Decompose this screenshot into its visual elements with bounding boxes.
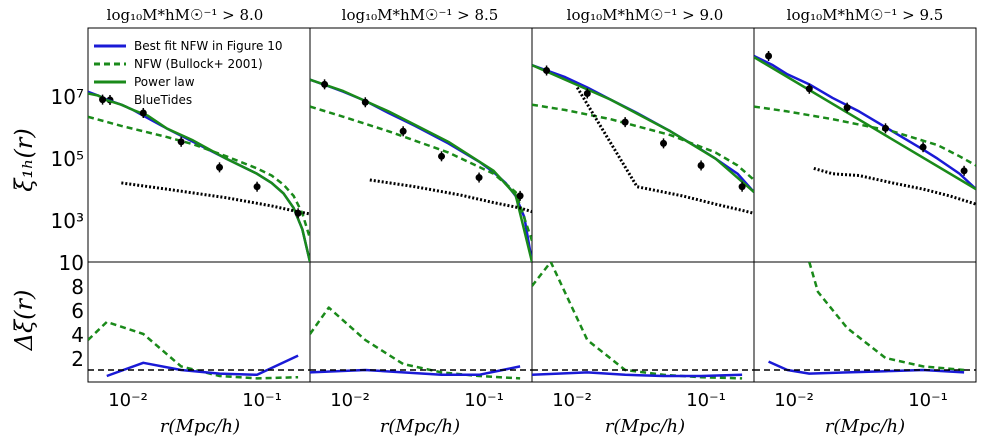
residual-nfw-bullock-2001- bbox=[532, 262, 743, 380]
series-nfw-bullock-2001- bbox=[532, 103, 754, 181]
panel-2-top-plot bbox=[310, 78, 532, 262]
series-nfw-bullock-2001- bbox=[754, 105, 976, 167]
series-nfw-bullock-2001- bbox=[88, 115, 310, 239]
residual-nfw-bullock-2001- bbox=[310, 306, 521, 380]
series-power-law bbox=[310, 78, 532, 262]
series-best-fit-nfw-in-figure-10 bbox=[310, 78, 532, 262]
top-ytick-1: 10⁷ bbox=[51, 85, 84, 109]
series-nfw-bullock-2001- bbox=[310, 105, 532, 242]
panel-4-title: log₁₀M*hM☉⁻¹ > 9.5 bbox=[787, 6, 944, 24]
bottom-y-axis-label: Δξ(r) bbox=[10, 290, 38, 352]
legend-best-fit-label: Best fit NFW in Figure 10 bbox=[134, 39, 283, 53]
xtick-4-1: 10⁻² bbox=[774, 390, 814, 411]
residual-best-fit-nfw-in-figure-10 bbox=[106, 354, 299, 378]
panel-4-bottom-frame bbox=[753, 261, 977, 383]
data-point bbox=[805, 85, 813, 93]
series-reference bbox=[813, 166, 976, 206]
series-reference bbox=[121, 181, 310, 216]
legend-item-best-fit: Best fit NFW in Figure 10 bbox=[94, 39, 283, 53]
xtick-1-2: 10⁻¹ bbox=[242, 390, 282, 411]
bottom-ytick-3: 4 bbox=[71, 323, 84, 347]
data-point bbox=[516, 192, 524, 200]
panel-4-bottom-plot bbox=[754, 262, 976, 375]
x-axis-label-2: r(Mpc/h) bbox=[380, 416, 460, 437]
data-point bbox=[99, 96, 107, 104]
legend-power-law-label: Power law bbox=[134, 75, 195, 89]
data-point bbox=[660, 139, 668, 147]
data-point bbox=[697, 161, 705, 169]
residual-best-fit-nfw-in-figure-10 bbox=[532, 371, 743, 378]
xtick-3-2: 10⁻¹ bbox=[686, 390, 726, 411]
data-point bbox=[843, 104, 851, 112]
x-axis-label-1: r(Mpc/h) bbox=[160, 416, 240, 437]
xtick-4-2: 10⁻¹ bbox=[908, 390, 948, 411]
panel-2-title: log₁₀M*hM☉⁻¹ > 8.5 bbox=[342, 6, 499, 24]
bottom-ytick-4: 2 bbox=[71, 347, 84, 371]
legend-item-nfw: NFW (Bullock+ 2001) bbox=[94, 57, 263, 71]
panel-1-bottom-plot bbox=[88, 320, 310, 380]
data-point bbox=[621, 118, 629, 126]
data-point bbox=[361, 98, 369, 106]
panel-2-bottom-plot bbox=[310, 306, 532, 380]
panel-1-bottom-frame bbox=[87, 261, 311, 383]
legend-nfw-label: NFW (Bullock+ 2001) bbox=[134, 57, 263, 71]
panel-3-title: log₁₀M*hM☉⁻¹ > 9.0 bbox=[567, 6, 724, 24]
residual-best-fit-nfw-in-figure-10 bbox=[310, 365, 521, 377]
series-power-law bbox=[88, 92, 310, 262]
series-reference bbox=[369, 178, 532, 214]
data-point bbox=[475, 174, 483, 182]
data-point bbox=[882, 124, 890, 132]
data-point bbox=[738, 183, 746, 191]
data-point bbox=[399, 127, 407, 135]
data-point bbox=[216, 163, 224, 171]
xtick-1-1: 10⁻² bbox=[108, 390, 148, 411]
series-reference bbox=[575, 86, 754, 215]
panel-3-bottom-plot bbox=[532, 262, 754, 380]
panel-4-top-frame bbox=[753, 27, 977, 263]
data-point bbox=[177, 138, 185, 146]
data-point bbox=[543, 66, 551, 74]
legend-item-power-law: Power law bbox=[94, 75, 195, 89]
panel-3-bottom-frame bbox=[531, 261, 755, 383]
data-point bbox=[253, 183, 261, 191]
panel-4-top-plot bbox=[754, 50, 976, 206]
data-point bbox=[438, 152, 446, 160]
series-best-fit-nfw-in-figure-10 bbox=[88, 90, 310, 262]
series-best-fit-nfw-in-figure-10 bbox=[754, 54, 976, 191]
residual-nfw-bullock-2001- bbox=[88, 320, 299, 380]
bottom-ytick-2: 6 bbox=[71, 299, 84, 323]
data-point bbox=[765, 52, 773, 60]
top-ytick-4: 10 bbox=[59, 251, 84, 275]
data-point bbox=[321, 80, 329, 88]
residual-best-fit-nfw-in-figure-10 bbox=[768, 360, 965, 375]
legend: Best fit NFW in Figure 10 NFW (Bullock+ … bbox=[94, 39, 283, 107]
bottom-ytick-1: 8 bbox=[71, 275, 84, 299]
panel-1-title: log₁₀M*hM☉⁻¹ > 8.0 bbox=[107, 6, 264, 24]
top-ytick-3: 10³ bbox=[51, 209, 84, 233]
series-power-law bbox=[532, 63, 754, 194]
xtick-3-1: 10⁻² bbox=[552, 390, 592, 411]
residual-nfw-bullock-2001- bbox=[808, 262, 965, 372]
data-point bbox=[960, 167, 968, 175]
xtick-2-1: 10⁻² bbox=[330, 390, 370, 411]
x-axis-label-3: r(Mpc/h) bbox=[605, 416, 685, 437]
series-power-law bbox=[754, 56, 976, 191]
top-ytick-2: 10⁵ bbox=[51, 147, 84, 171]
x-axis-label-4: r(Mpc/h) bbox=[825, 416, 905, 437]
data-point bbox=[919, 143, 927, 151]
panel-1-top-plot bbox=[88, 90, 310, 262]
panel-3-top-plot bbox=[532, 63, 754, 215]
data-point bbox=[294, 209, 302, 217]
data-point bbox=[139, 109, 147, 117]
top-y-axis-label: ξ₁ₕ(r) bbox=[10, 128, 38, 191]
data-point bbox=[583, 89, 591, 97]
panel-2-top-frame bbox=[309, 27, 533, 263]
panel-3-top-frame bbox=[531, 27, 755, 263]
xtick-2-2: 10⁻¹ bbox=[464, 390, 504, 411]
legend-bluetides-label: BlueTides bbox=[134, 93, 192, 107]
